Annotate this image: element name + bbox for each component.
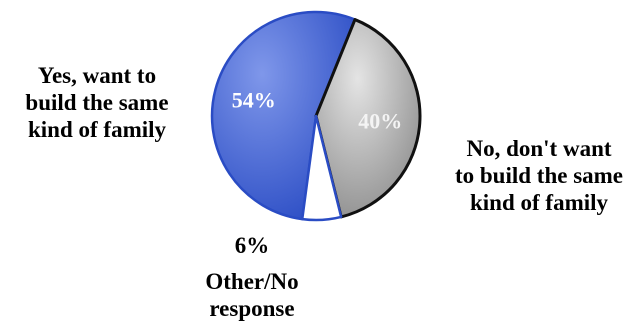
slice-yes <box>210 10 357 221</box>
slice-other <box>301 114 343 222</box>
label-other-value: 6% <box>234 233 270 258</box>
label-yes: Yes, want to build the same kind of fami… <box>25 63 169 142</box>
slice-value-no: 40% <box>358 109 402 134</box>
slice-value-yes: 54% <box>232 88 276 113</box>
label-no: No, don't want to build the same kind of… <box>454 136 624 215</box>
slice-no <box>314 18 422 219</box>
label-other: Other/No response <box>205 269 299 321</box>
